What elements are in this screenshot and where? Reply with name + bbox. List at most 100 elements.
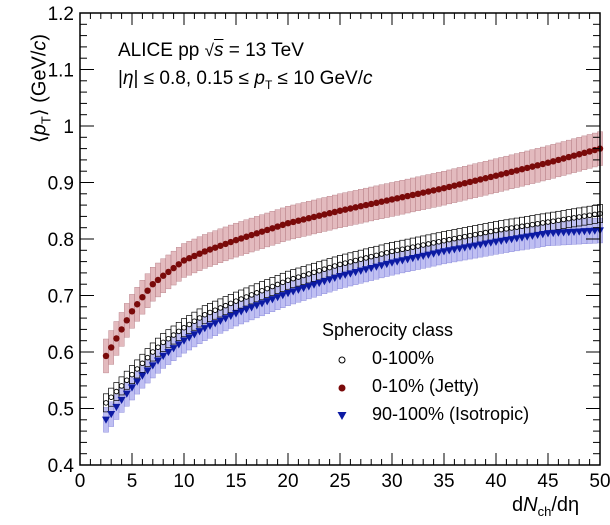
- point-all: [519, 223, 525, 230]
- point-all: [306, 271, 312, 277]
- point-isotropic: [107, 410, 116, 419]
- point-jetty: [180, 257, 188, 264]
- point-all: [467, 232, 473, 239]
- point-jetty: [430, 187, 437, 194]
- point-isotropic: [117, 396, 126, 405]
- point-jetty: [154, 276, 162, 284]
- point-isotropic: [408, 255, 417, 263]
- point-jetty: [243, 233, 250, 240]
- point-all: [108, 394, 114, 400]
- point-jetty: [414, 190, 422, 197]
- point-all: [368, 253, 374, 260]
- point-isotropic: [252, 302, 261, 310]
- point-all: [352, 257, 359, 264]
- point-jetty: [581, 149, 588, 157]
- point-all: [212, 307, 218, 313]
- point-all: [134, 366, 140, 372]
- x-tick-label: 15: [225, 471, 246, 492]
- point-isotropic: [351, 269, 360, 277]
- point-isotropic: [341, 271, 350, 279]
- point-isotropic: [320, 278, 329, 286]
- point-isotropic: [221, 315, 230, 323]
- point-all: [540, 220, 546, 226]
- point-all: [139, 360, 146, 367]
- y-tick-label: 0.5: [48, 400, 74, 421]
- point-all: [441, 237, 447, 244]
- point-jetty: [149, 281, 156, 288]
- point-isotropic: [403, 256, 412, 264]
- point-jetty: [134, 301, 141, 308]
- point-isotropic: [242, 306, 251, 314]
- point-isotropic: [325, 276, 334, 284]
- point-jetty: [238, 235, 245, 242]
- point-isotropic: [299, 284, 308, 293]
- point-all: [202, 311, 208, 318]
- point-jetty: [331, 208, 338, 216]
- point-all: [472, 231, 478, 238]
- point-isotropic: [154, 357, 162, 365]
- point-jetty: [102, 352, 110, 360]
- point-isotropic: [211, 320, 220, 328]
- point-all: [155, 344, 161, 350]
- point-isotropic: [180, 337, 188, 345]
- annotation-experiment: ALICE pp √s = 13 TeV: [118, 40, 304, 61]
- point-jetty: [362, 201, 370, 209]
- point-jetty: [435, 186, 442, 193]
- legend-title: Spherocity class: [322, 320, 454, 340]
- point-jetty: [321, 211, 328, 218]
- point-isotropic: [455, 245, 464, 253]
- point-isotropic: [310, 281, 318, 289]
- point-jetty: [170, 264, 177, 272]
- point-jetty: [529, 163, 536, 170]
- point-all: [160, 339, 166, 346]
- point-jetty: [378, 198, 385, 205]
- point-jetty: [570, 152, 578, 159]
- y-tick-label: 0.7: [48, 287, 74, 308]
- point-isotropic: [450, 246, 459, 254]
- point-all: [233, 298, 239, 304]
- point-jetty: [487, 173, 494, 181]
- point-isotropic: [507, 236, 516, 244]
- point-isotropic: [284, 290, 292, 298]
- point-jetty: [456, 181, 463, 188]
- point-all: [534, 220, 541, 227]
- triangle-down-marker-icon: [337, 412, 347, 420]
- point-all: [456, 234, 463, 241]
- point-jetty: [300, 216, 307, 223]
- point-isotropic: [304, 283, 313, 291]
- point-isotropic: [143, 367, 152, 375]
- point-jetty: [565, 153, 572, 161]
- point-all: [295, 274, 302, 280]
- point-all: [399, 246, 406, 253]
- point-jetty: [310, 213, 318, 221]
- point-all: [586, 212, 593, 219]
- point-isotropic: [169, 345, 178, 353]
- point-jetty: [342, 206, 349, 213]
- point-isotropic: [434, 249, 443, 257]
- point-jetty: [560, 155, 567, 162]
- point-all: [566, 215, 572, 222]
- point-jetty: [383, 197, 390, 204]
- point-isotropic: [190, 331, 199, 339]
- point-all: [347, 259, 354, 265]
- point-isotropic: [466, 243, 474, 251]
- point-isotropic: [372, 263, 381, 271]
- point-all: [373, 252, 380, 259]
- point-jetty: [326, 210, 333, 217]
- point-jetty: [503, 169, 510, 177]
- point-isotropic: [554, 229, 563, 237]
- point-jetty: [513, 167, 520, 174]
- point-isotropic: [382, 260, 391, 269]
- point-jetty: [404, 192, 411, 200]
- point-jetty: [144, 287, 151, 294]
- point-jetty: [534, 162, 541, 169]
- point-all: [503, 226, 510, 232]
- point-all: [165, 335, 172, 342]
- point-jetty: [165, 268, 172, 276]
- point-all: [186, 321, 192, 328]
- point-jetty: [123, 317, 130, 324]
- point-jetty: [373, 199, 380, 207]
- point-jetty: [518, 166, 526, 173]
- point-isotropic: [268, 296, 277, 304]
- point-all: [420, 242, 426, 248]
